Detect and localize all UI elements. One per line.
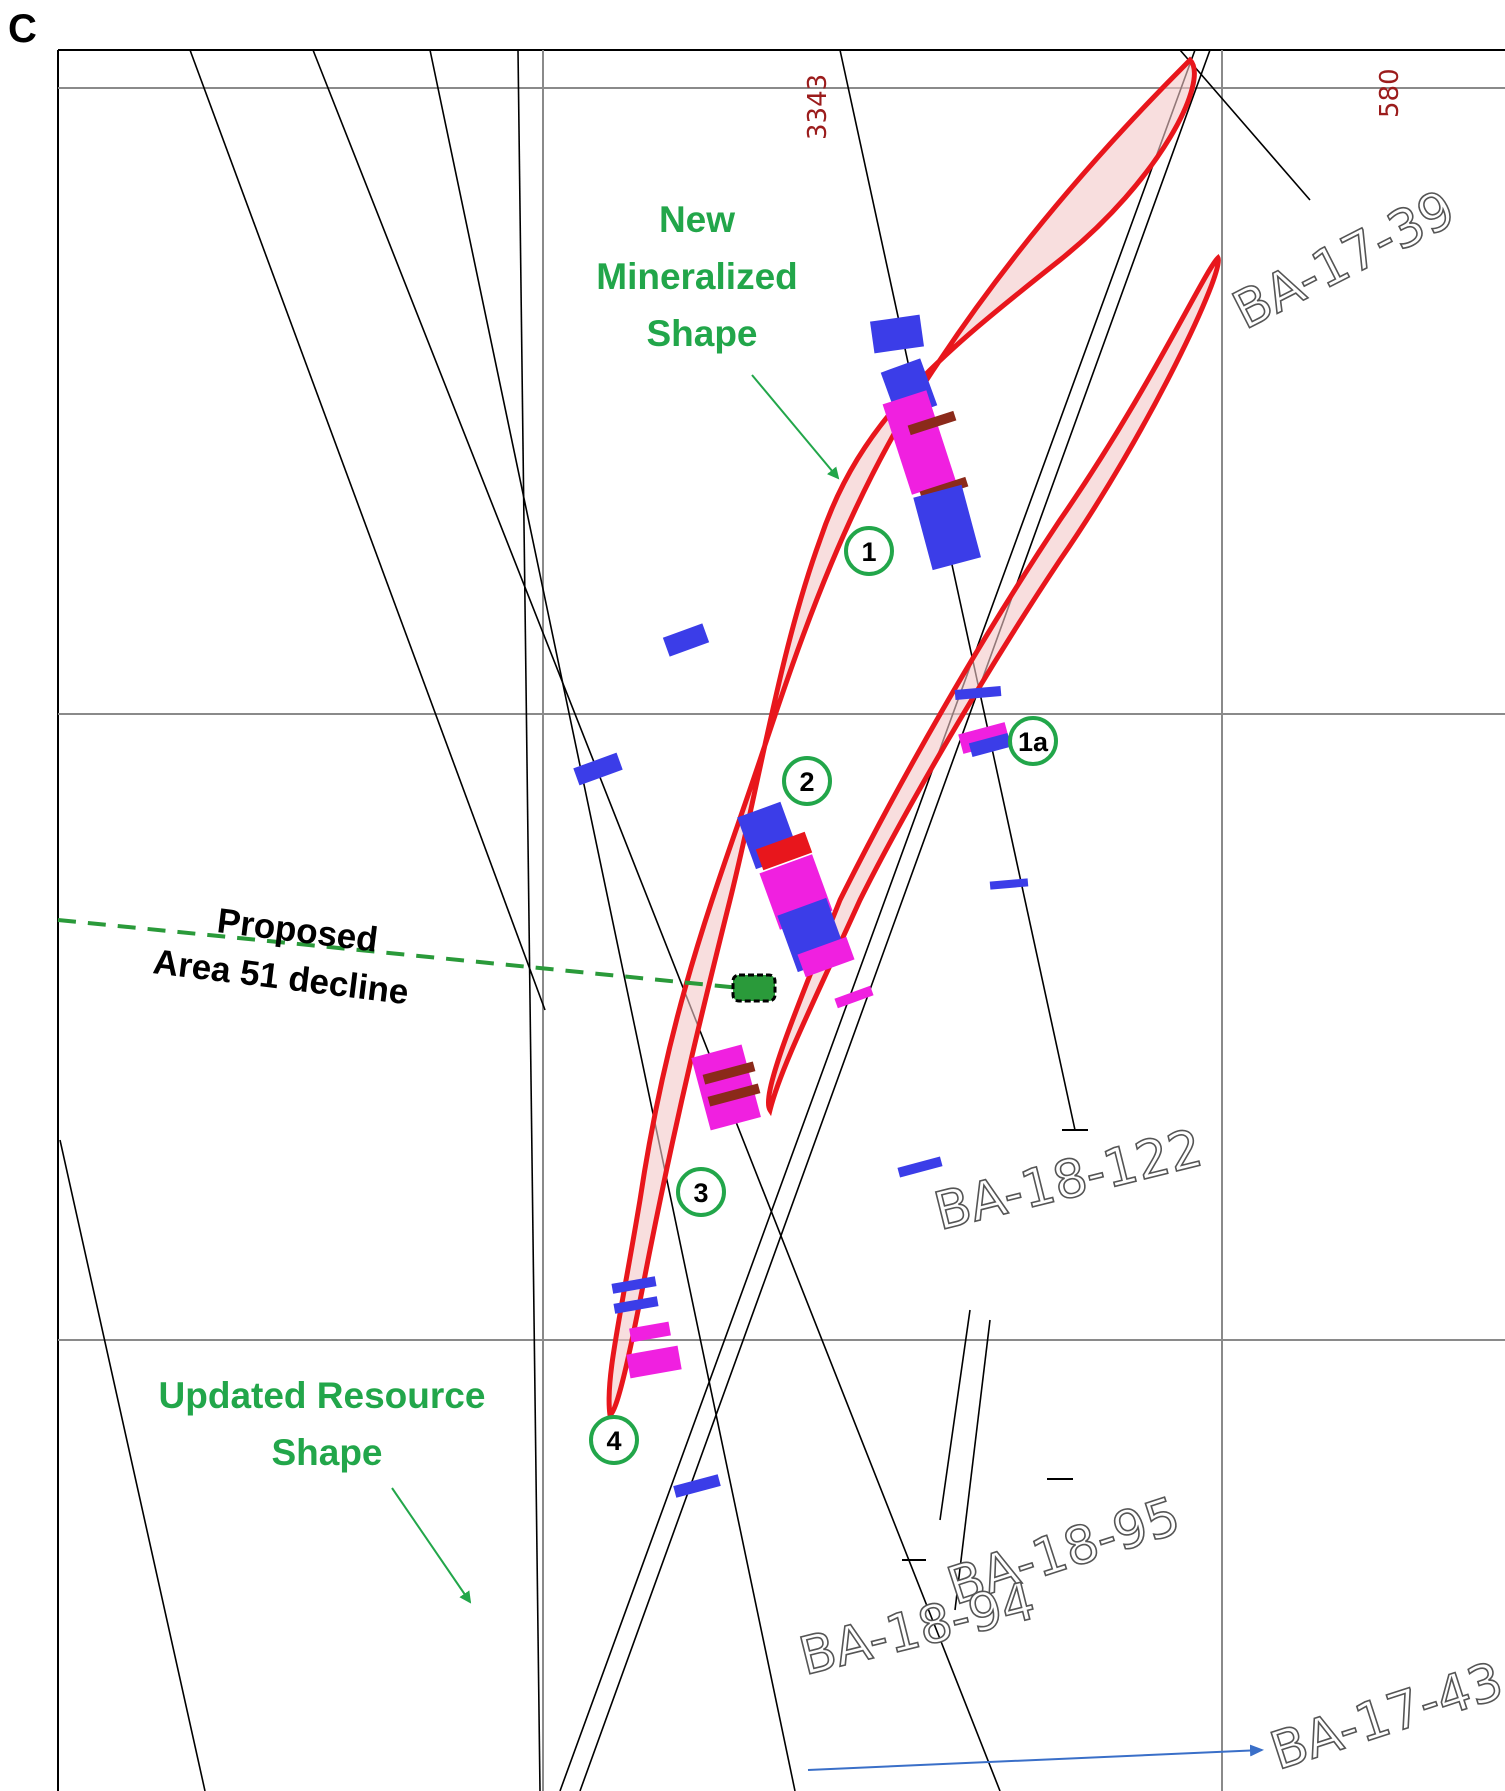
assay-block — [662, 623, 710, 657]
assay-block — [968, 733, 1012, 757]
decline-label: Proposed Area 51 decline — [151, 901, 411, 1012]
coordinate-label-580: 580 — [1375, 68, 1405, 118]
decline-endpoint — [731, 973, 777, 1003]
assay-block — [882, 390, 956, 495]
assay-block — [989, 878, 1029, 890]
marker-3: 3 — [676, 1167, 726, 1217]
drill-hole-label-ba-18-122: BA-18-122 — [929, 1118, 1208, 1242]
assay-block — [707, 1083, 761, 1107]
updated-shape-arrow — [391, 1487, 472, 1604]
new-shape-label: New Mineralized Shape — [596, 199, 798, 354]
svg-text:2: 2 — [799, 767, 814, 797]
ba-17-43-arrow — [807, 1744, 1264, 1771]
svg-text:1: 1 — [861, 537, 876, 567]
assay-block — [611, 1276, 657, 1294]
drill-hole-label-ba-17-43: BA-17-43 — [1263, 1651, 1505, 1782]
svg-text:1a: 1a — [1018, 727, 1049, 757]
marker-4: 4 — [589, 1415, 639, 1465]
assay-block — [626, 1345, 682, 1379]
assay-block — [629, 1321, 671, 1343]
drill-hole-label-ba-17-39: BA-17-39 — [1224, 179, 1465, 341]
marker-1: 1 — [844, 526, 894, 576]
assay-block — [673, 1474, 721, 1498]
assay-block — [907, 410, 957, 436]
assay-block — [954, 686, 1002, 700]
assay-block — [834, 985, 874, 1009]
coordinate-label-3343: 3343 — [803, 74, 833, 140]
svg-text:New: New — [659, 199, 735, 240]
updated-shape-label: Updated Resource Shape — [159, 1375, 486, 1473]
svg-text:Proposed: Proposed — [215, 901, 380, 959]
new-shape-arrow — [751, 374, 840, 480]
svg-text:4: 4 — [606, 1426, 621, 1456]
assay-block — [913, 484, 981, 571]
assay-block — [573, 752, 623, 786]
assay-intervals — [573, 314, 1029, 1498]
assay-block — [755, 831, 813, 871]
assay-block — [613, 1296, 659, 1314]
svg-text:Shape: Shape — [271, 1432, 382, 1473]
assay-block — [897, 1156, 943, 1178]
marker-1a: 1a — [1008, 716, 1058, 766]
assay-block — [870, 314, 924, 354]
svg-text:Shape: Shape — [646, 313, 757, 354]
assay-block — [702, 1061, 756, 1085]
svg-text:3: 3 — [693, 1178, 708, 1208]
marker-2: 2 — [782, 756, 832, 806]
proposed-decline-line — [57, 918, 741, 990]
assay-block — [797, 936, 855, 978]
drill-hole-label-ba-18-94: BA-18-94 — [794, 1571, 1041, 1687]
panel-letter: C — [8, 7, 37, 51]
drill-traces — [59, 49, 1311, 1791]
svg-text:Mineralized: Mineralized — [596, 256, 798, 297]
trace-end-ticks — [902, 1129, 1088, 1561]
svg-text:Updated Resource: Updated Resource — [159, 1375, 486, 1416]
grid — [57, 49, 1505, 1791]
